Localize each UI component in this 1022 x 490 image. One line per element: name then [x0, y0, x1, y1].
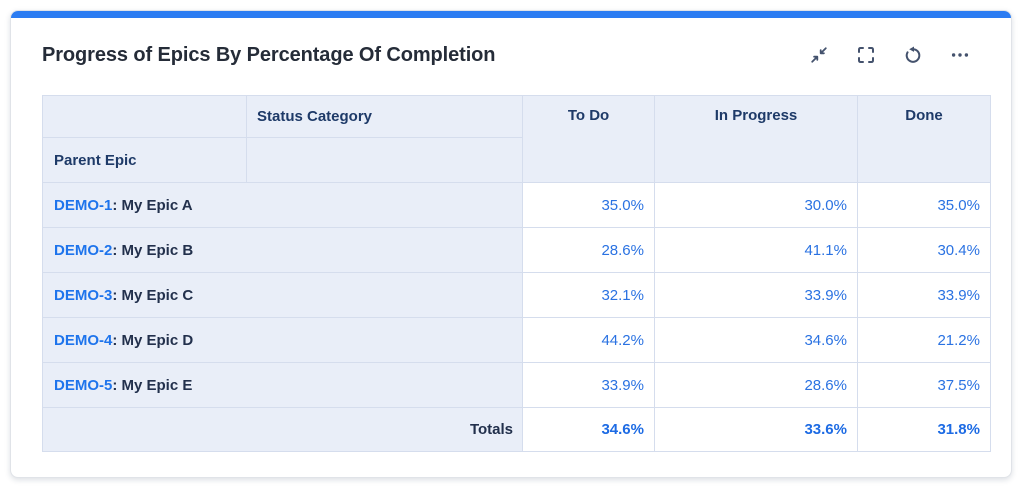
epic-key-link[interactable]: DEMO-2: [54, 241, 113, 259]
totals-value-todo[interactable]: 34.6%: [522, 407, 655, 452]
value-cell-done[interactable]: 33.9%: [857, 272, 991, 318]
accent-bar: [11, 11, 1011, 18]
totals-value-in-progress[interactable]: 33.6%: [654, 407, 858, 452]
gadget-card: Progress of Epics By Percentage Of Compl…: [10, 10, 1012, 478]
epic-key-link[interactable]: DEMO-1: [54, 196, 113, 214]
epic-key-link[interactable]: DEMO-4: [54, 331, 113, 349]
value-cell-todo[interactable]: 32.1%: [522, 272, 655, 318]
table-row: DEMO-4: My Epic D 44.2% 34.6% 21.2%: [42, 317, 991, 363]
empty-header-cell: [246, 137, 523, 183]
table-row: DEMO-5: My Epic E 33.9% 28.6% 37.5%: [42, 362, 991, 408]
epic-label-cell: DEMO-5: My Epic E: [42, 362, 523, 408]
epic-label-cell: DEMO-2: My Epic B: [42, 227, 523, 273]
epic-name: : My Epic B: [112, 241, 194, 259]
totals-value-done[interactable]: 31.8%: [857, 407, 991, 452]
value-cell-todo[interactable]: 35.0%: [522, 182, 655, 228]
value-cell-done[interactable]: 35.0%: [857, 182, 991, 228]
value-cell-done[interactable]: 21.2%: [857, 317, 991, 363]
table-row: DEMO-2: My Epic B 28.6% 41.1% 30.4%: [42, 227, 991, 273]
value-cell-in-progress[interactable]: 30.0%: [654, 182, 858, 228]
value-cell-in-progress[interactable]: 33.9%: [654, 272, 858, 318]
value-cell-done[interactable]: 37.5%: [857, 362, 991, 408]
header-row-parent-epic: Parent Epic: [42, 137, 991, 183]
collapse-icon: [811, 47, 827, 63]
value-cell-in-progress[interactable]: 41.1%: [654, 227, 858, 273]
epic-label-cell: DEMO-3: My Epic C: [42, 272, 523, 318]
parent-epic-header: Parent Epic: [42, 137, 247, 183]
column-header-in-progress: In Progress: [654, 95, 858, 183]
value-cell-in-progress[interactable]: 34.6%: [654, 317, 858, 363]
epic-name: : My Epic D: [112, 331, 194, 349]
epic-label-cell: DEMO-4: My Epic D: [42, 317, 523, 363]
fullscreen-icon: [858, 47, 874, 63]
gadget-toolbar: [809, 45, 970, 65]
status-category-header: Status Category: [246, 95, 523, 138]
epic-progress-table: Status Category To Do In Progress Done P…: [42, 95, 991, 452]
epic-name: : My Epic E: [112, 376, 193, 394]
minimize-button[interactable]: [809, 45, 829, 65]
header-row-status-category: Status Category To Do In Progress Done: [42, 95, 991, 183]
ellipsis-icon: [951, 53, 969, 57]
totals-row: Totals 34.6% 33.6% 31.8%: [42, 407, 991, 452]
totals-label: Totals: [42, 407, 523, 452]
epic-name: : My Epic A: [112, 196, 193, 214]
more-options-button[interactable]: [950, 45, 970, 65]
refresh-icon: [905, 46, 921, 63]
table-row: DEMO-3: My Epic C 32.1% 33.9% 33.9%: [42, 272, 991, 318]
value-cell-done[interactable]: 30.4%: [857, 227, 991, 273]
epic-key-link[interactable]: DEMO-3: [54, 286, 113, 304]
gadget-header: Progress of Epics By Percentage Of Compl…: [11, 18, 1011, 70]
refresh-button[interactable]: [903, 45, 923, 65]
epic-name: : My Epic C: [112, 286, 194, 304]
table-row: DEMO-1: My Epic A 35.0% 30.0% 35.0%: [42, 182, 991, 228]
value-cell-in-progress[interactable]: 28.6%: [654, 362, 858, 408]
corner-empty-cell: [42, 95, 247, 138]
epic-key-link[interactable]: DEMO-5: [54, 376, 113, 394]
gadget-title: Progress of Epics By Percentage Of Compl…: [42, 44, 496, 66]
fullscreen-button[interactable]: [856, 45, 876, 65]
value-cell-todo[interactable]: 33.9%: [522, 362, 655, 408]
value-cell-todo[interactable]: 28.6%: [522, 227, 655, 273]
epic-label-cell: DEMO-1: My Epic A: [42, 182, 523, 228]
column-header-todo: To Do: [522, 95, 655, 183]
value-cell-todo[interactable]: 44.2%: [522, 317, 655, 363]
column-header-done: Done: [857, 95, 991, 183]
